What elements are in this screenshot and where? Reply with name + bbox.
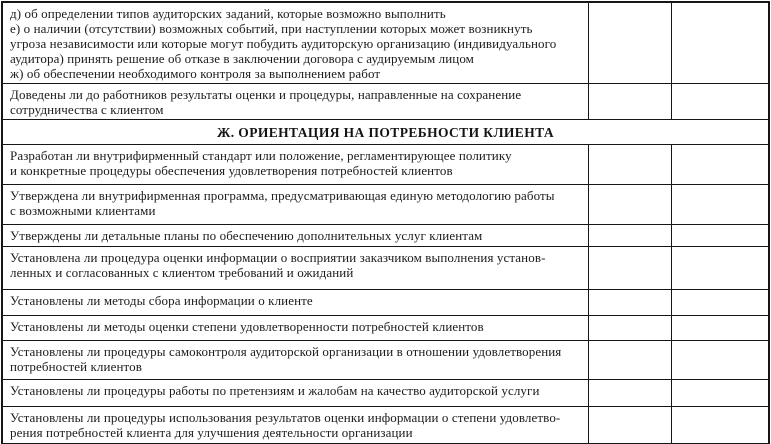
answer-cell-2 bbox=[670, 224, 770, 247]
table-row: Утверждена ли внутрифирменная программа,… bbox=[1, 184, 770, 225]
answer-cell-2 bbox=[670, 246, 770, 290]
question-cell: Установлена ли процедура оценки информац… bbox=[1, 246, 589, 290]
table-row: Утверждены ли детальные планы по обеспеч… bbox=[1, 224, 770, 247]
answer-cell-1 bbox=[587, 1, 672, 84]
question-cell: Доведены ли до работников результаты оце… bbox=[1, 83, 589, 120]
section-header: Ж. ОРИЕНТАЦИЯ НА ПОТРЕБНОСТИ КЛИЕНТА bbox=[1, 119, 770, 145]
answer-cell-1 bbox=[587, 83, 672, 120]
question-cell: Установлены ли процедуры использования р… bbox=[1, 406, 589, 444]
table-row: Установлены ли методы сбора информации о… bbox=[1, 289, 770, 316]
answer-cell-2 bbox=[670, 184, 770, 225]
table-row: Установлены ли процедуры самоконтроля ау… bbox=[1, 340, 770, 380]
answer-cell-1 bbox=[587, 406, 672, 444]
question-cell: Установлены ли методы оценки степени удо… bbox=[1, 315, 589, 341]
answer-cell-1 bbox=[587, 184, 672, 225]
answer-cell-1 bbox=[587, 289, 672, 316]
question-cell: Утверждена ли внутрифирменная программа,… bbox=[1, 184, 589, 225]
table-row: Установлены ли процедуры работы по прете… bbox=[1, 379, 770, 407]
question-cell: Установлены ли процедуры работы по прете… bbox=[1, 379, 589, 407]
question-cell: Установлены ли методы сбора информации о… bbox=[1, 289, 589, 316]
table-row: Установлены ли методы оценки степени удо… bbox=[1, 315, 770, 341]
answer-cell-1 bbox=[587, 340, 672, 380]
table-row: Установлены ли процедуры использования р… bbox=[1, 406, 770, 444]
answer-cell-2 bbox=[670, 406, 770, 444]
answer-cell-2 bbox=[670, 289, 770, 316]
answer-cell-2 bbox=[670, 83, 770, 120]
question-cell: д) об определении типов аудиторских зада… bbox=[1, 1, 589, 84]
question-cell: Утверждены ли детальные планы по обеспеч… bbox=[1, 224, 589, 247]
answer-cell-2 bbox=[670, 379, 770, 407]
table-row: Установлена ли процедура оценки информац… bbox=[1, 246, 770, 290]
table-row: Разработан ли внутрифирменный стандарт и… bbox=[1, 144, 770, 185]
answer-cell-2 bbox=[670, 1, 770, 84]
answer-cell-1 bbox=[587, 315, 672, 341]
answer-cell-1 bbox=[587, 379, 672, 407]
question-cell: Разработан ли внутрифирменный стандарт и… bbox=[1, 144, 589, 185]
answer-cell-2 bbox=[670, 315, 770, 341]
answer-cell-1 bbox=[587, 246, 672, 290]
answer-cell-1 bbox=[587, 144, 672, 185]
table-row: Доведены ли до работников результаты оце… bbox=[1, 83, 770, 120]
question-cell: Установлены ли процедуры самоконтроля ау… bbox=[1, 340, 589, 380]
answer-cell-1 bbox=[587, 224, 672, 247]
section-header-row: Ж. ОРИЕНТАЦИЯ НА ПОТРЕБНОСТИ КЛИЕНТА bbox=[1, 119, 770, 145]
answer-cell-2 bbox=[670, 340, 770, 380]
table-row: д) об определении типов аудиторских зада… bbox=[1, 1, 770, 84]
answer-cell-2 bbox=[670, 144, 770, 185]
